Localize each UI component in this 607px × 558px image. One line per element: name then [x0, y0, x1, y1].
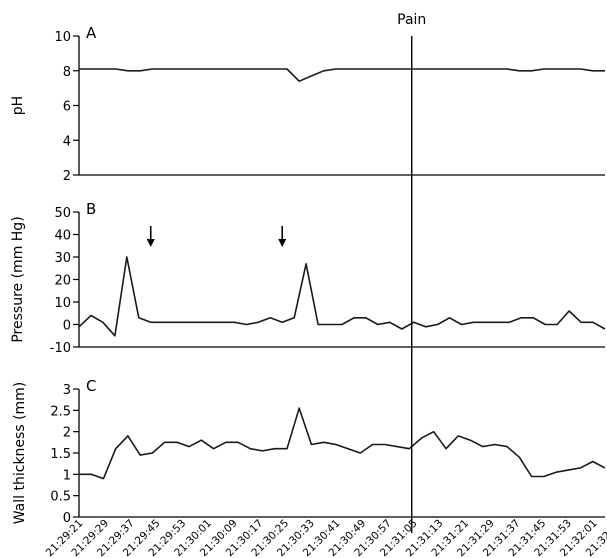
y-tick-label: 10 — [54, 296, 71, 311]
y-tick-label: 2 — [63, 426, 71, 441]
y-axis-title: pH — [10, 96, 26, 115]
wall-thickness-panel: 0 0.5 1 1.5 2 2.5 3 Wall thickness (mm) C — [12, 377, 606, 526]
x-axis: 21:29:2121:29:2921:29:3721:29:4521:29:53… — [44, 517, 607, 558]
panel-letter: A — [86, 24, 97, 42]
arrow-head — [146, 239, 155, 247]
pressure-panel: -10 0 10 20 30 40 50 Pressure (mm Hg) B — [10, 200, 606, 356]
y-tick-label: -10 — [50, 341, 71, 356]
ph-panel: 2 4 6 8 10 pH A — [10, 24, 605, 184]
pain-label: Pain — [397, 12, 426, 28]
y-tick-label: 3 — [63, 383, 71, 398]
y-tick-label: 0 — [63, 319, 71, 334]
y-tick-label: 40 — [54, 229, 71, 244]
arrow-head — [278, 239, 287, 247]
y-tick-label: 20 — [54, 274, 71, 289]
y-tick-label: 10 — [54, 30, 71, 45]
y-tick-label: 1 — [63, 468, 71, 483]
series-line — [79, 68, 605, 82]
y-tick-label: 0.5 — [50, 490, 71, 505]
y-axis-title: Wall thickness (mm) — [12, 382, 28, 525]
y-tick-label: 6 — [63, 100, 71, 115]
series-line — [79, 407, 606, 480]
y-axis-title: Pressure (mm Hg) — [10, 216, 26, 342]
y-tick-label: 50 — [54, 206, 71, 221]
y-tick-label: 2 — [63, 169, 71, 184]
panel-letter: B — [86, 200, 96, 218]
y-tick-label: 2.5 — [50, 404, 71, 419]
y-tick-label: 1.5 — [50, 447, 71, 462]
pain-annotation: Pain — [397, 12, 426, 533]
panel-letter: C — [86, 377, 96, 395]
y-tick-label: 8 — [63, 65, 71, 80]
y-tick-label: 30 — [54, 251, 71, 266]
y-tick-label: 4 — [63, 134, 71, 149]
y-tick-label: 0 — [63, 511, 71, 526]
series-line — [78, 256, 606, 337]
